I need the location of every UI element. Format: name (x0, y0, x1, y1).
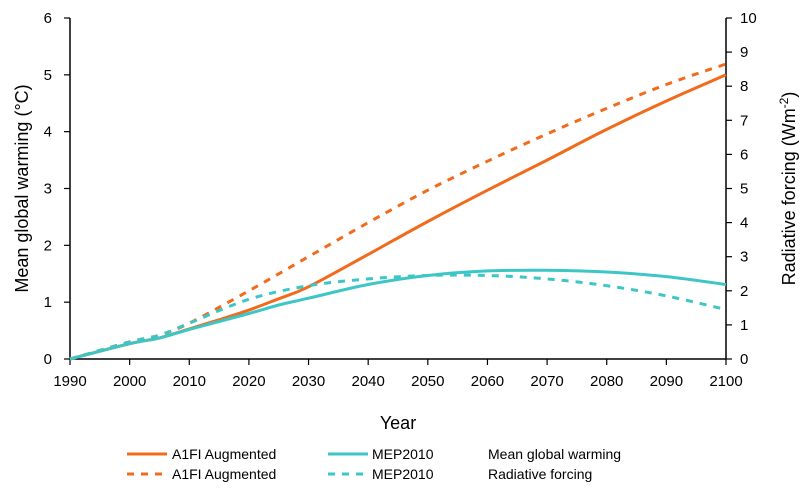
x-tick-label: 2090 (650, 373, 683, 390)
y-tick-label: 4 (44, 124, 52, 141)
legend: A1FI Augmented MEP2010 Mean global warming… (127, 446, 621, 482)
y-axis-left-title: Mean global warming (°C) (12, 84, 32, 292)
x-tick-label: 2000 (113, 373, 146, 390)
series-line-2 (69, 62, 727, 361)
y2-tick-label: 6 (740, 146, 748, 163)
x-tick-label: 2060 (471, 373, 504, 390)
x-tick-label: 2010 (173, 373, 206, 390)
series-line-1 (69, 268, 727, 361)
y-tick-label: 3 (44, 181, 52, 198)
y2-tick-label: 5 (740, 181, 748, 198)
y2-title-end: ) (779, 92, 799, 98)
x-tick-label: 2020 (232, 373, 265, 390)
plot-area: 1990 2000 2010 2020 2030 2040 2050 2060 2070 2080… (44, 10, 757, 390)
x-tick-label: 2070 (530, 373, 563, 390)
y-axis-right-title: Radiative forcing (Wm-2) (777, 92, 799, 286)
x-tick-label: 2040 (351, 373, 384, 390)
series-line-0 (69, 73, 727, 361)
y-tick-label: 6 (44, 10, 52, 27)
y2-title-base: Radiative forcing (Wm (779, 108, 799, 285)
y2-tick-label: 10 (740, 10, 757, 27)
x-tick-label: 2080 (590, 373, 623, 390)
x-tick-label: 1990 (53, 373, 86, 390)
legend-description: Radiative forcing (488, 466, 592, 482)
legend-label-a1fi: A1FI Augmented (172, 446, 276, 462)
series-line-3 (69, 273, 727, 361)
y2-tick-label: 9 (740, 44, 748, 61)
x-tick-label: 2100 (709, 373, 742, 390)
x-tick-label: 2050 (411, 373, 444, 390)
y2-tick-label: 3 (740, 249, 748, 266)
legend-label-a1fi: A1FI Augmented (172, 466, 276, 482)
legend-label-mep: MEP2010 (372, 466, 434, 482)
y2-tick-label: 1 (740, 317, 748, 334)
axis-ticks: 1990 2000 2010 2020 2030 2040 2050 2060 2070 2080… (44, 10, 757, 390)
y2-tick-label: 4 (740, 215, 748, 232)
y-tick-label: 1 (44, 294, 52, 311)
x-axis-title: Year (380, 413, 416, 433)
legend-description: Mean global warming (488, 446, 621, 462)
legend-label-mep: MEP2010 (372, 446, 434, 462)
series-lines (69, 62, 727, 361)
y2-tick-label: 7 (740, 112, 748, 129)
y2-title-superscript: -2 (777, 97, 791, 108)
y-tick-label: 2 (44, 237, 52, 254)
y2-tick-label: 0 (740, 351, 748, 368)
y-tick-label: 0 (44, 351, 52, 368)
y2-tick-label: 2 (740, 283, 748, 300)
y-tick-label: 5 (44, 67, 52, 84)
y2-tick-label: 8 (740, 78, 748, 95)
x-tick-label: 2030 (292, 373, 325, 390)
